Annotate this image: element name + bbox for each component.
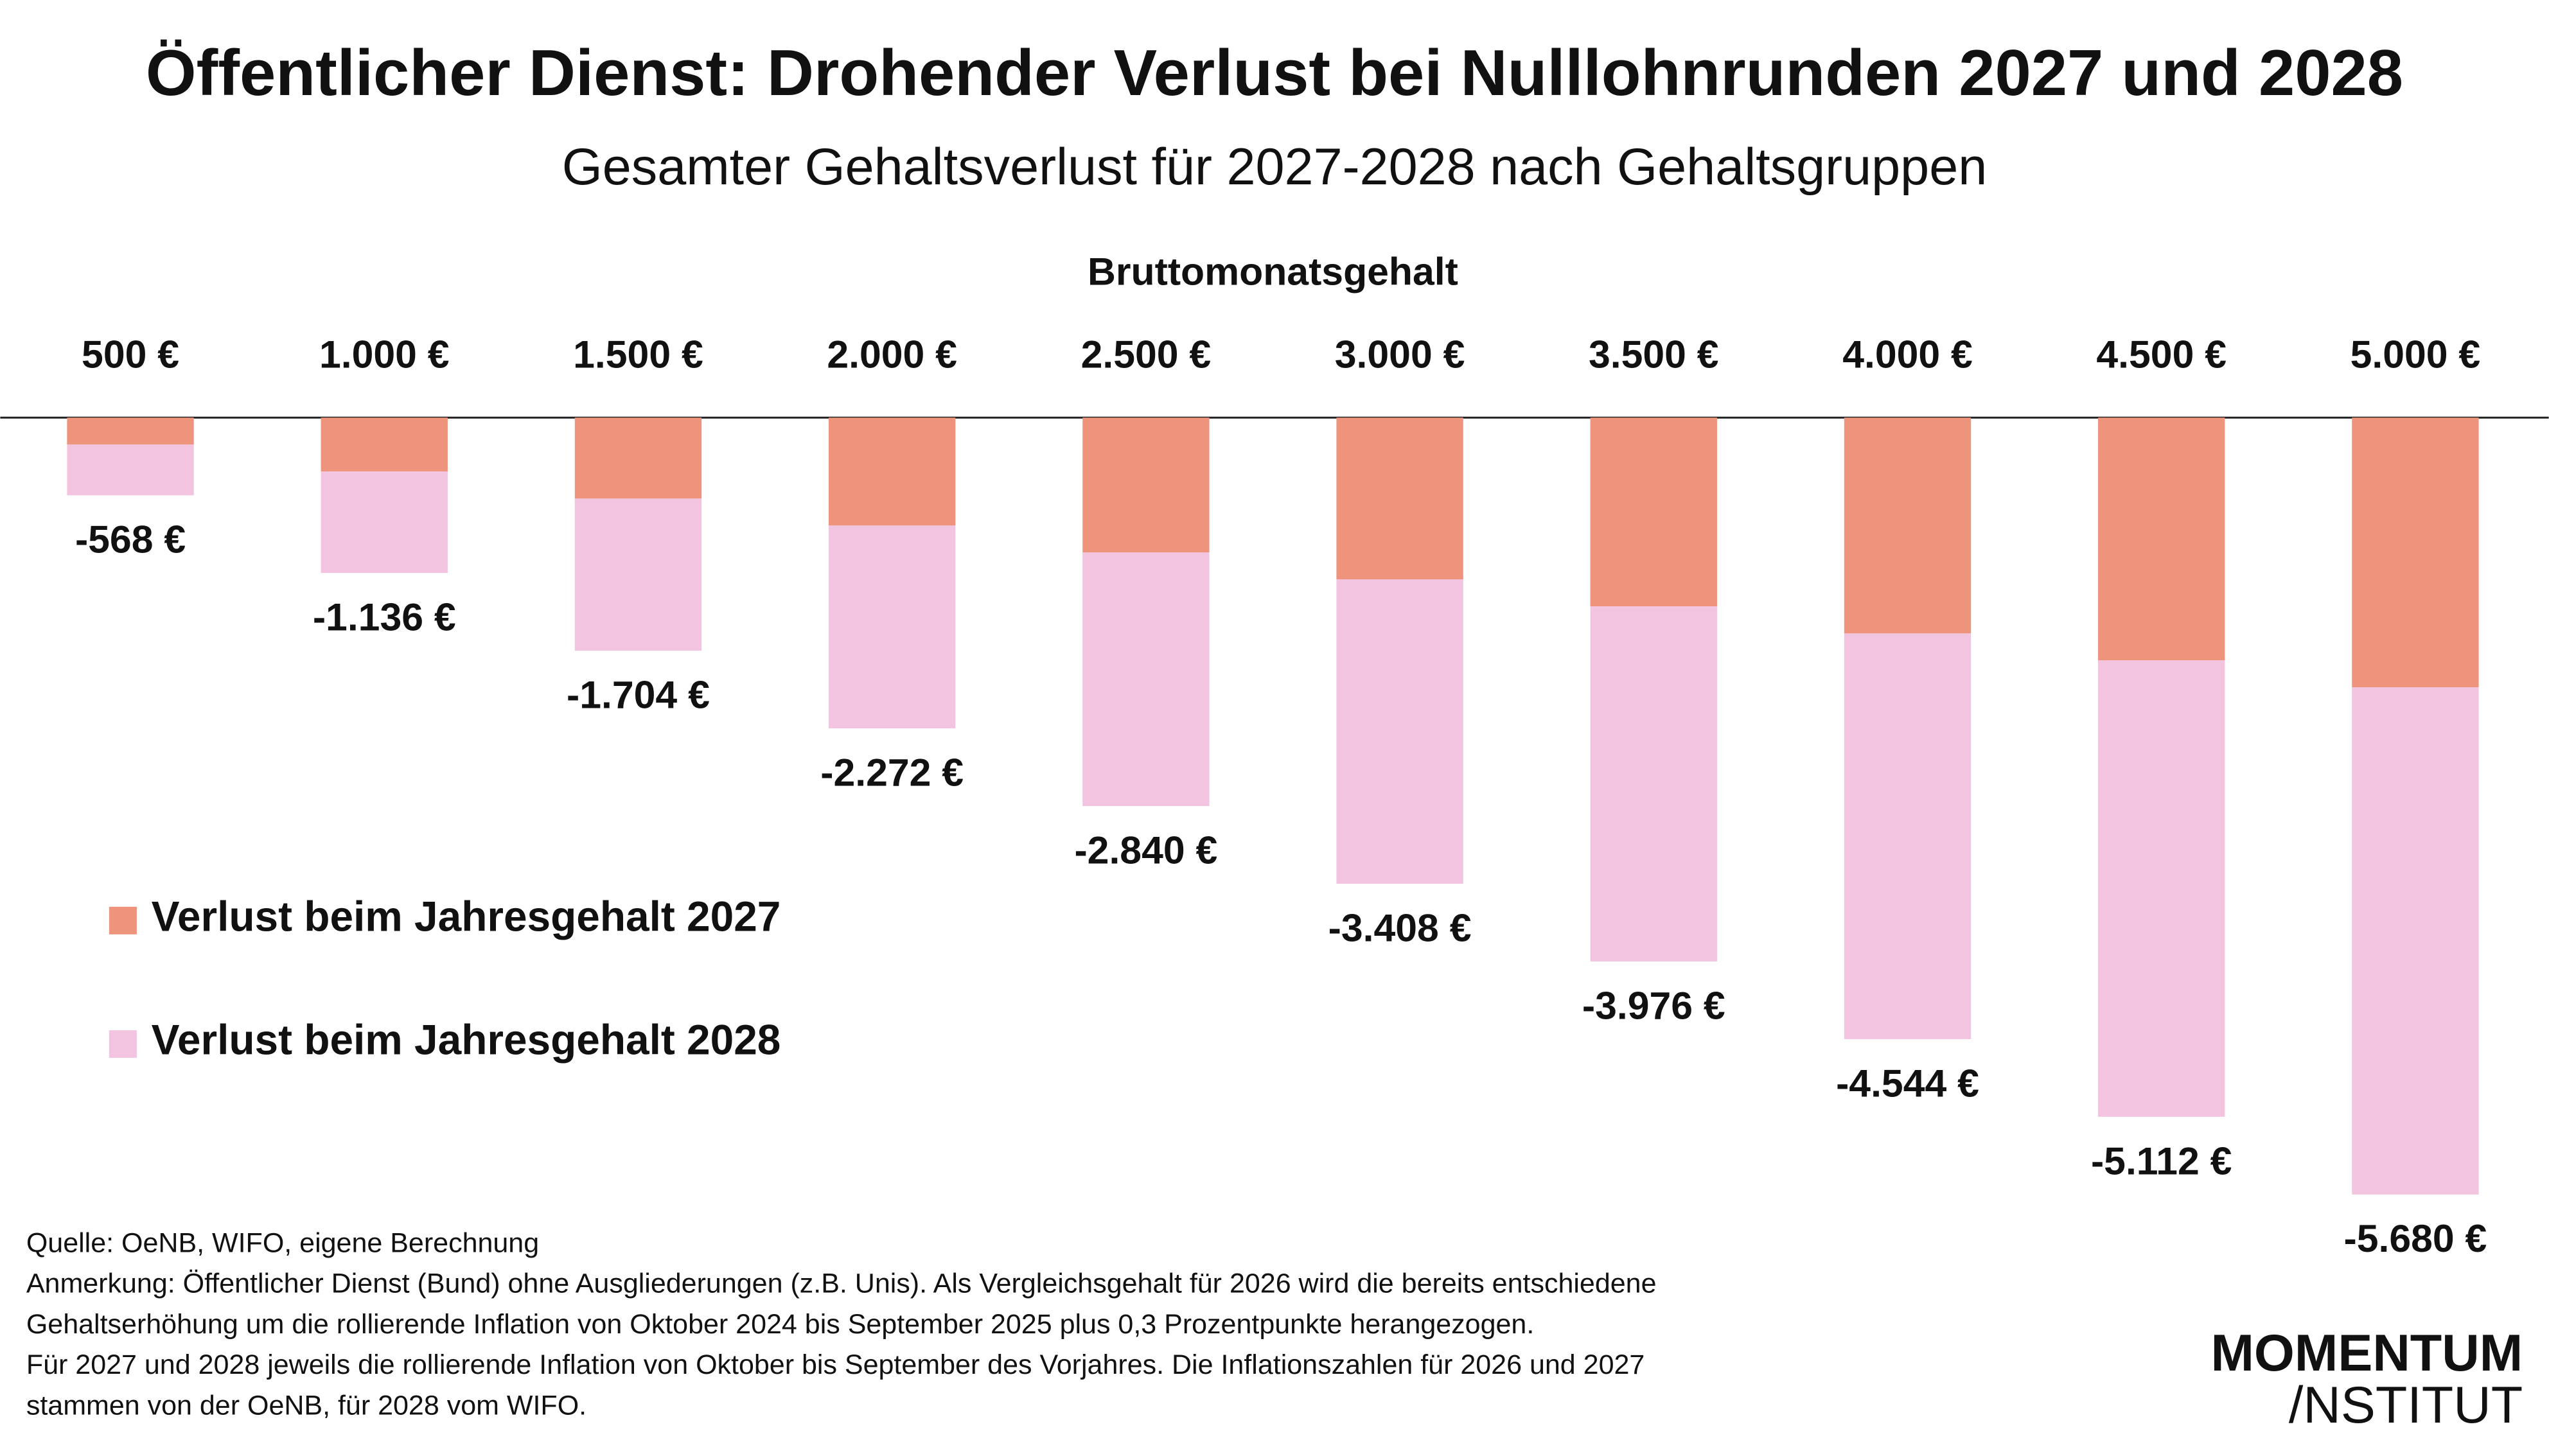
legend-label: Verlust beim Jahresgehalt 2028: [152, 1016, 781, 1064]
data-label: -2.272 €: [820, 750, 964, 794]
bar-segment: [1590, 417, 1717, 607]
bar-segment: [1336, 417, 1463, 580]
footnote: Für 2027 und 2028 jeweils die rollierend…: [26, 1349, 1645, 1380]
data-label: -4.544 €: [1836, 1061, 1979, 1105]
footnote: Anmerkung: Öffentlicher Dienst (Bund) oh…: [26, 1268, 1657, 1299]
data-label: -3.408 €: [1328, 906, 1472, 949]
data-label: -568 €: [75, 518, 186, 561]
bar-segment: [67, 444, 194, 496]
bar-segment: [1082, 417, 1210, 553]
bar-segment: [1336, 579, 1463, 884]
legend-swatch: [109, 1030, 137, 1058]
x-tick-label: 2.500 €: [1081, 333, 1212, 376]
bar-segment: [574, 498, 702, 651]
logo: /NSTITUT: [2289, 1376, 2523, 1434]
x-tick-label: 4.000 €: [1842, 333, 1973, 376]
data-label: -5.112 €: [2091, 1139, 2232, 1182]
data-label: -5.680 €: [2343, 1216, 2487, 1260]
legend-label: Verlust beim Jahresgehalt 2027: [152, 892, 781, 940]
bar-segment: [2098, 417, 2225, 661]
footnote: stammen von der OeNB, für 2028 vom WIFO.: [26, 1390, 587, 1421]
bar-segment: [828, 525, 956, 729]
chart-title: Öffentlicher Dienst: Drohender Verlust b…: [146, 37, 2403, 109]
bar-segment: [2352, 687, 2479, 1195]
bar-segment: [2352, 417, 2479, 688]
bar-segment: [321, 471, 448, 574]
bar-segment: [1590, 606, 1717, 961]
x-tick-label: 1.000 €: [319, 333, 450, 376]
data-label: -1.704 €: [567, 673, 710, 717]
footnote: Gehaltserhöhung um die rollierende Infla…: [26, 1309, 1534, 1340]
bar-segment: [1844, 633, 1971, 1039]
legend-swatch: [109, 906, 137, 934]
data-label: -3.976 €: [1582, 983, 1725, 1027]
bar-segment: [2098, 660, 2225, 1117]
bar-segment: [321, 417, 448, 472]
x-tick-label: 2.000 €: [827, 333, 957, 376]
data-label: -1.136 €: [313, 595, 456, 639]
chart-subtitle: Gesamter Gehaltsverlust für 2027-2028 na…: [562, 138, 1988, 196]
x-tick-label: 1.500 €: [573, 333, 703, 376]
bar-segment: [1844, 417, 1971, 634]
bar-segment: [1082, 552, 1210, 807]
x-axis-label: Bruttomonatsgehalt: [1088, 250, 1458, 294]
x-tick-label: 5.000 €: [2351, 333, 2481, 376]
footnote: Quelle: OeNB, WIFO, eigene Berechnung: [26, 1227, 539, 1258]
data-label: -2.840 €: [1074, 828, 1217, 872]
x-tick-label: 500 €: [82, 333, 179, 376]
bar-segment: [67, 417, 194, 445]
x-tick-label: 3.000 €: [1335, 333, 1465, 376]
bar-segment: [574, 417, 702, 499]
bar-segment: [828, 417, 956, 526]
logo: MOMENTUM: [2211, 1324, 2523, 1382]
x-tick-label: 3.500 €: [1589, 333, 1719, 376]
x-tick-label: 4.500 €: [2096, 333, 2227, 376]
